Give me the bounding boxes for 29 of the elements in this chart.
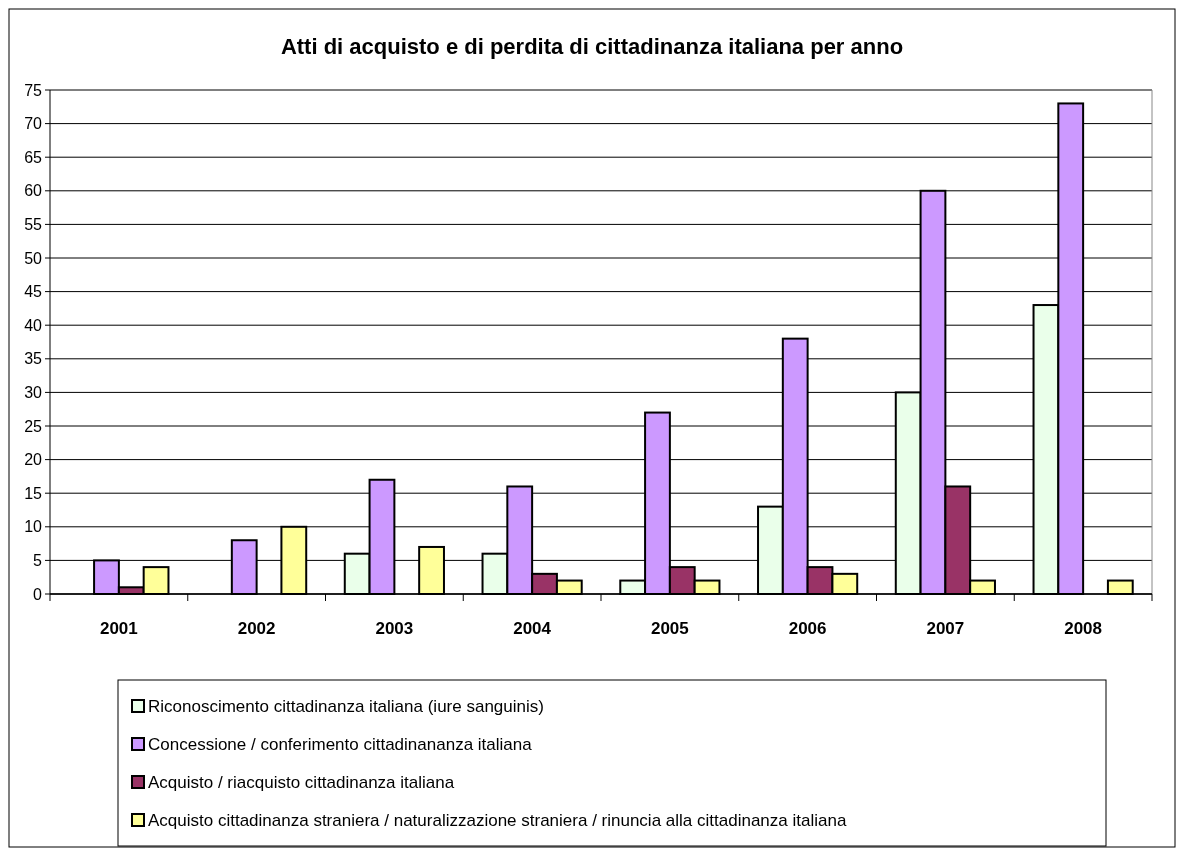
y-tick-label: 40	[24, 316, 43, 334]
x-tick-label: 2001	[99, 619, 138, 638]
y-tick-label: 75	[24, 81, 43, 99]
y-tick-label: 20	[24, 451, 43, 469]
legend-label: Acquisto / riacquisto cittadinanza italiana	[148, 772, 455, 792]
y-tick-label: 35	[24, 350, 43, 368]
legend-label: Riconoscimento cittadinanza italiana (iure sanguinis)	[148, 696, 544, 716]
y-tick-label: 65	[24, 148, 43, 166]
y-tick-label: 55	[24, 216, 43, 233]
y-tick-label: 45	[24, 283, 43, 301]
y-tick-label: 10	[24, 518, 43, 536]
y-tick-label: 70	[24, 115, 43, 133]
y-tick-label: 5	[33, 552, 43, 569]
y-tick-label: 50	[24, 249, 43, 267]
y-tick-label: 60	[24, 182, 43, 200]
legend-label: Concessione / conferimento cittadinananza italiana	[148, 734, 533, 754]
x-tick-label: 2007	[926, 619, 965, 638]
x-tick-label: 2003	[375, 619, 414, 638]
x-tick-label: 2008	[1064, 619, 1103, 638]
x-tick-label: 2004	[513, 619, 552, 638]
x-tick-label: 2006	[788, 619, 827, 638]
y-tick-label: 0	[33, 585, 43, 603]
y-tick-label: 25	[24, 417, 43, 435]
y-tick-label: 30	[24, 384, 43, 401]
chart-title: Atti di acquisto e di perdita di cittadinanza italiana per anno	[280, 34, 904, 59]
y-tick-label: 15	[24, 484, 43, 502]
x-tick-label: 2002	[237, 619, 276, 638]
x-tick-label: 2005	[650, 619, 689, 638]
legend-label: Acquisto cittadinanza straniera / naturalizzazione straniera / rinuncia alla cittadinanza italiana	[148, 810, 847, 830]
